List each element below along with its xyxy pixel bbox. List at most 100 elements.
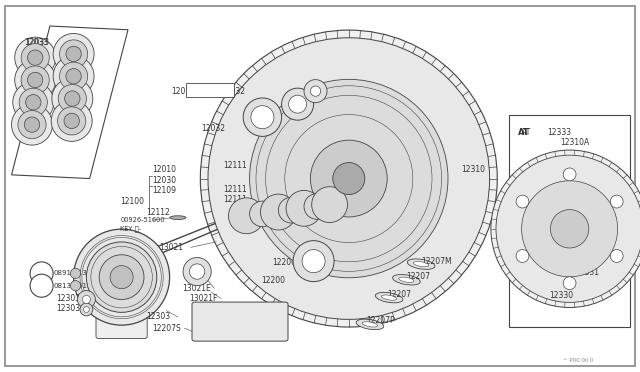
Ellipse shape bbox=[251, 106, 274, 129]
Ellipse shape bbox=[550, 209, 589, 248]
Ellipse shape bbox=[74, 229, 170, 325]
Text: 08915-13610: 08915-13610 bbox=[53, 270, 100, 276]
Ellipse shape bbox=[28, 50, 43, 65]
Text: 12111: 12111 bbox=[246, 115, 270, 124]
Text: 13021E: 13021E bbox=[182, 284, 211, 293]
Text: 12032: 12032 bbox=[221, 87, 244, 96]
Text: 12207P: 12207P bbox=[366, 316, 395, 325]
Ellipse shape bbox=[189, 264, 205, 279]
Ellipse shape bbox=[407, 259, 435, 269]
Text: 12010: 12010 bbox=[172, 87, 196, 96]
Ellipse shape bbox=[70, 268, 81, 279]
Ellipse shape bbox=[18, 110, 46, 139]
Ellipse shape bbox=[21, 66, 49, 94]
FancyBboxPatch shape bbox=[192, 302, 288, 341]
Ellipse shape bbox=[15, 37, 56, 78]
Text: 12303A: 12303A bbox=[56, 294, 86, 303]
Ellipse shape bbox=[28, 72, 43, 88]
Ellipse shape bbox=[99, 255, 144, 299]
Text: 12112: 12112 bbox=[146, 208, 170, 217]
Ellipse shape bbox=[77, 291, 95, 308]
Ellipse shape bbox=[53, 33, 94, 74]
Text: 12111: 12111 bbox=[223, 185, 246, 194]
Ellipse shape bbox=[312, 187, 348, 222]
Text: 12100: 12100 bbox=[120, 197, 145, 206]
Text: 12303: 12303 bbox=[146, 312, 170, 321]
Ellipse shape bbox=[310, 140, 387, 217]
Ellipse shape bbox=[208, 38, 490, 319]
Text: 12033: 12033 bbox=[26, 38, 50, 47]
Text: 08130-61610: 08130-61610 bbox=[53, 283, 100, 289]
Ellipse shape bbox=[302, 250, 325, 273]
Ellipse shape bbox=[21, 44, 49, 72]
Text: 12310A: 12310A bbox=[413, 151, 442, 160]
Ellipse shape bbox=[30, 274, 53, 297]
FancyBboxPatch shape bbox=[96, 303, 147, 339]
Text: AT: AT bbox=[518, 128, 530, 137]
Ellipse shape bbox=[228, 198, 264, 234]
Ellipse shape bbox=[381, 295, 397, 300]
Text: 12200A: 12200A bbox=[272, 258, 301, 267]
Ellipse shape bbox=[83, 295, 90, 304]
Ellipse shape bbox=[30, 262, 53, 285]
Ellipse shape bbox=[356, 319, 384, 330]
Ellipse shape bbox=[66, 68, 81, 84]
Ellipse shape bbox=[200, 30, 497, 327]
Ellipse shape bbox=[250, 201, 275, 227]
Text: 13021F: 13021F bbox=[189, 294, 217, 303]
Ellipse shape bbox=[250, 79, 448, 278]
Ellipse shape bbox=[51, 100, 92, 141]
Ellipse shape bbox=[522, 181, 618, 277]
Text: 12312: 12312 bbox=[351, 188, 374, 197]
Ellipse shape bbox=[53, 56, 94, 97]
Ellipse shape bbox=[392, 275, 420, 285]
Ellipse shape bbox=[611, 250, 623, 262]
Ellipse shape bbox=[611, 195, 623, 208]
FancyBboxPatch shape bbox=[509, 115, 630, 327]
Ellipse shape bbox=[304, 80, 327, 103]
Ellipse shape bbox=[289, 95, 307, 113]
Text: V: V bbox=[39, 270, 44, 276]
Text: 12100: 12100 bbox=[323, 144, 347, 153]
Ellipse shape bbox=[286, 190, 322, 226]
Ellipse shape bbox=[183, 257, 211, 286]
Text: 12310: 12310 bbox=[461, 165, 485, 174]
Text: 13021: 13021 bbox=[159, 243, 183, 252]
Text: 12333: 12333 bbox=[547, 128, 572, 137]
Ellipse shape bbox=[278, 198, 304, 223]
Ellipse shape bbox=[243, 98, 282, 137]
Ellipse shape bbox=[60, 40, 88, 68]
Ellipse shape bbox=[86, 242, 157, 312]
Ellipse shape bbox=[60, 62, 88, 90]
Text: KEY キ-: KEY キ- bbox=[120, 225, 141, 232]
Text: ^ P00 0II 0: ^ P00 0II 0 bbox=[563, 358, 593, 363]
Ellipse shape bbox=[516, 195, 529, 208]
Ellipse shape bbox=[563, 277, 576, 289]
Text: B: B bbox=[39, 283, 44, 289]
Ellipse shape bbox=[66, 46, 81, 62]
Ellipse shape bbox=[110, 266, 133, 289]
Ellipse shape bbox=[15, 60, 56, 100]
Text: 00926-51600: 00926-51600 bbox=[120, 217, 165, 223]
Text: 12331: 12331 bbox=[575, 268, 599, 277]
Ellipse shape bbox=[13, 82, 54, 123]
Text: 32202: 32202 bbox=[355, 228, 380, 237]
Ellipse shape bbox=[293, 241, 334, 282]
Ellipse shape bbox=[399, 277, 414, 282]
Polygon shape bbox=[12, 26, 128, 179]
Text: 12303C: 12303C bbox=[56, 304, 86, 312]
Ellipse shape bbox=[12, 104, 52, 145]
Text: 12030: 12030 bbox=[262, 135, 287, 144]
Ellipse shape bbox=[84, 307, 90, 312]
Ellipse shape bbox=[65, 91, 80, 106]
Text: 12310E: 12310E bbox=[413, 141, 442, 150]
Ellipse shape bbox=[24, 117, 40, 132]
Ellipse shape bbox=[70, 280, 81, 291]
Ellipse shape bbox=[310, 86, 321, 96]
Ellipse shape bbox=[563, 168, 576, 181]
Ellipse shape bbox=[58, 84, 86, 113]
Text: 12200G: 12200G bbox=[357, 246, 387, 254]
Ellipse shape bbox=[375, 292, 403, 303]
Text: 12109: 12109 bbox=[262, 144, 287, 153]
Ellipse shape bbox=[304, 194, 330, 219]
